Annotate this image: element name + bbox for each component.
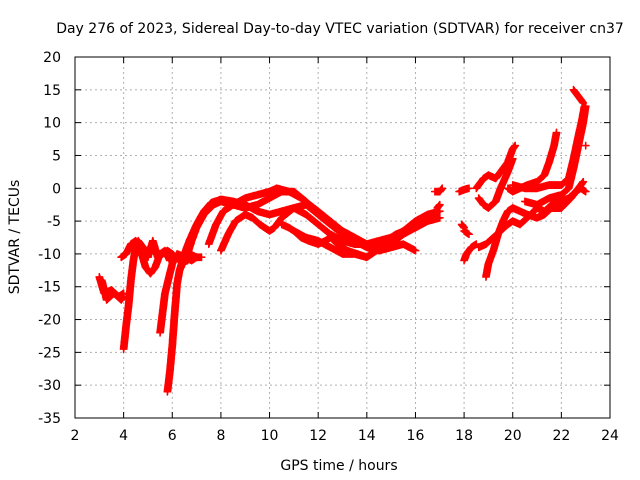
x-tick-label: 12 (309, 428, 327, 444)
y-tick-label: 20 (43, 50, 61, 66)
series-track-16 (455, 184, 473, 196)
x-tick-label: 14 (358, 428, 376, 444)
y-tick-label: 15 (43, 83, 61, 99)
x-tick-label: 8 (216, 428, 225, 444)
x-tick-label: 20 (504, 428, 522, 444)
plot-frame (74, 56, 611, 419)
x-tick-label: 16 (407, 428, 425, 444)
series-track-28 (581, 141, 590, 150)
series-track-27 (569, 85, 588, 107)
x-tick-label: 6 (168, 428, 177, 444)
series-track-4 (117, 236, 174, 278)
data-series (95, 85, 590, 396)
series-track-18 (460, 240, 481, 265)
series-track-2 (97, 276, 128, 304)
y-tick-label: -35 (38, 411, 61, 427)
x-tick-label: 18 (455, 428, 473, 444)
y-tick-label: 5 (52, 148, 61, 164)
y-axis-label: SDTVAR / TECUs (7, 180, 23, 295)
series-track-15 (433, 200, 444, 212)
series-track-11 (204, 187, 335, 249)
x-tick-label: 4 (119, 428, 128, 444)
y-tick-label: -25 (38, 345, 61, 361)
y-tick-label: 0 (52, 181, 61, 197)
series-track-26 (520, 102, 590, 209)
x-tick-label: 24 (601, 428, 619, 444)
y-tick-label: -10 (38, 247, 61, 263)
series-track-13 (289, 226, 371, 262)
y-tick-label: -20 (38, 313, 61, 329)
chart-title: Day 276 of 2023, Sidereal Day-to-day VTE… (56, 21, 624, 37)
series-track-23 (482, 177, 588, 281)
series-track-19 (460, 226, 473, 239)
y-tick-label: -5 (47, 214, 61, 230)
x-tick-label: 2 (71, 428, 80, 444)
x-axis-label: GPS time / hours (280, 458, 397, 474)
x-tick-label: 10 (261, 428, 279, 444)
series-track-21 (474, 154, 517, 212)
y-tick-label: -15 (38, 280, 61, 296)
y-tick-label: -30 (38, 378, 61, 394)
axes (74, 56, 611, 419)
x-tick-label: 22 (552, 428, 570, 444)
tick-labels: 2 4 6 8 10 12 14 16 18 20 22 24-35-30-25-20-15-10-5… (38, 50, 619, 444)
series-track-14 (430, 184, 447, 196)
y-tick-label: 10 (43, 116, 61, 132)
